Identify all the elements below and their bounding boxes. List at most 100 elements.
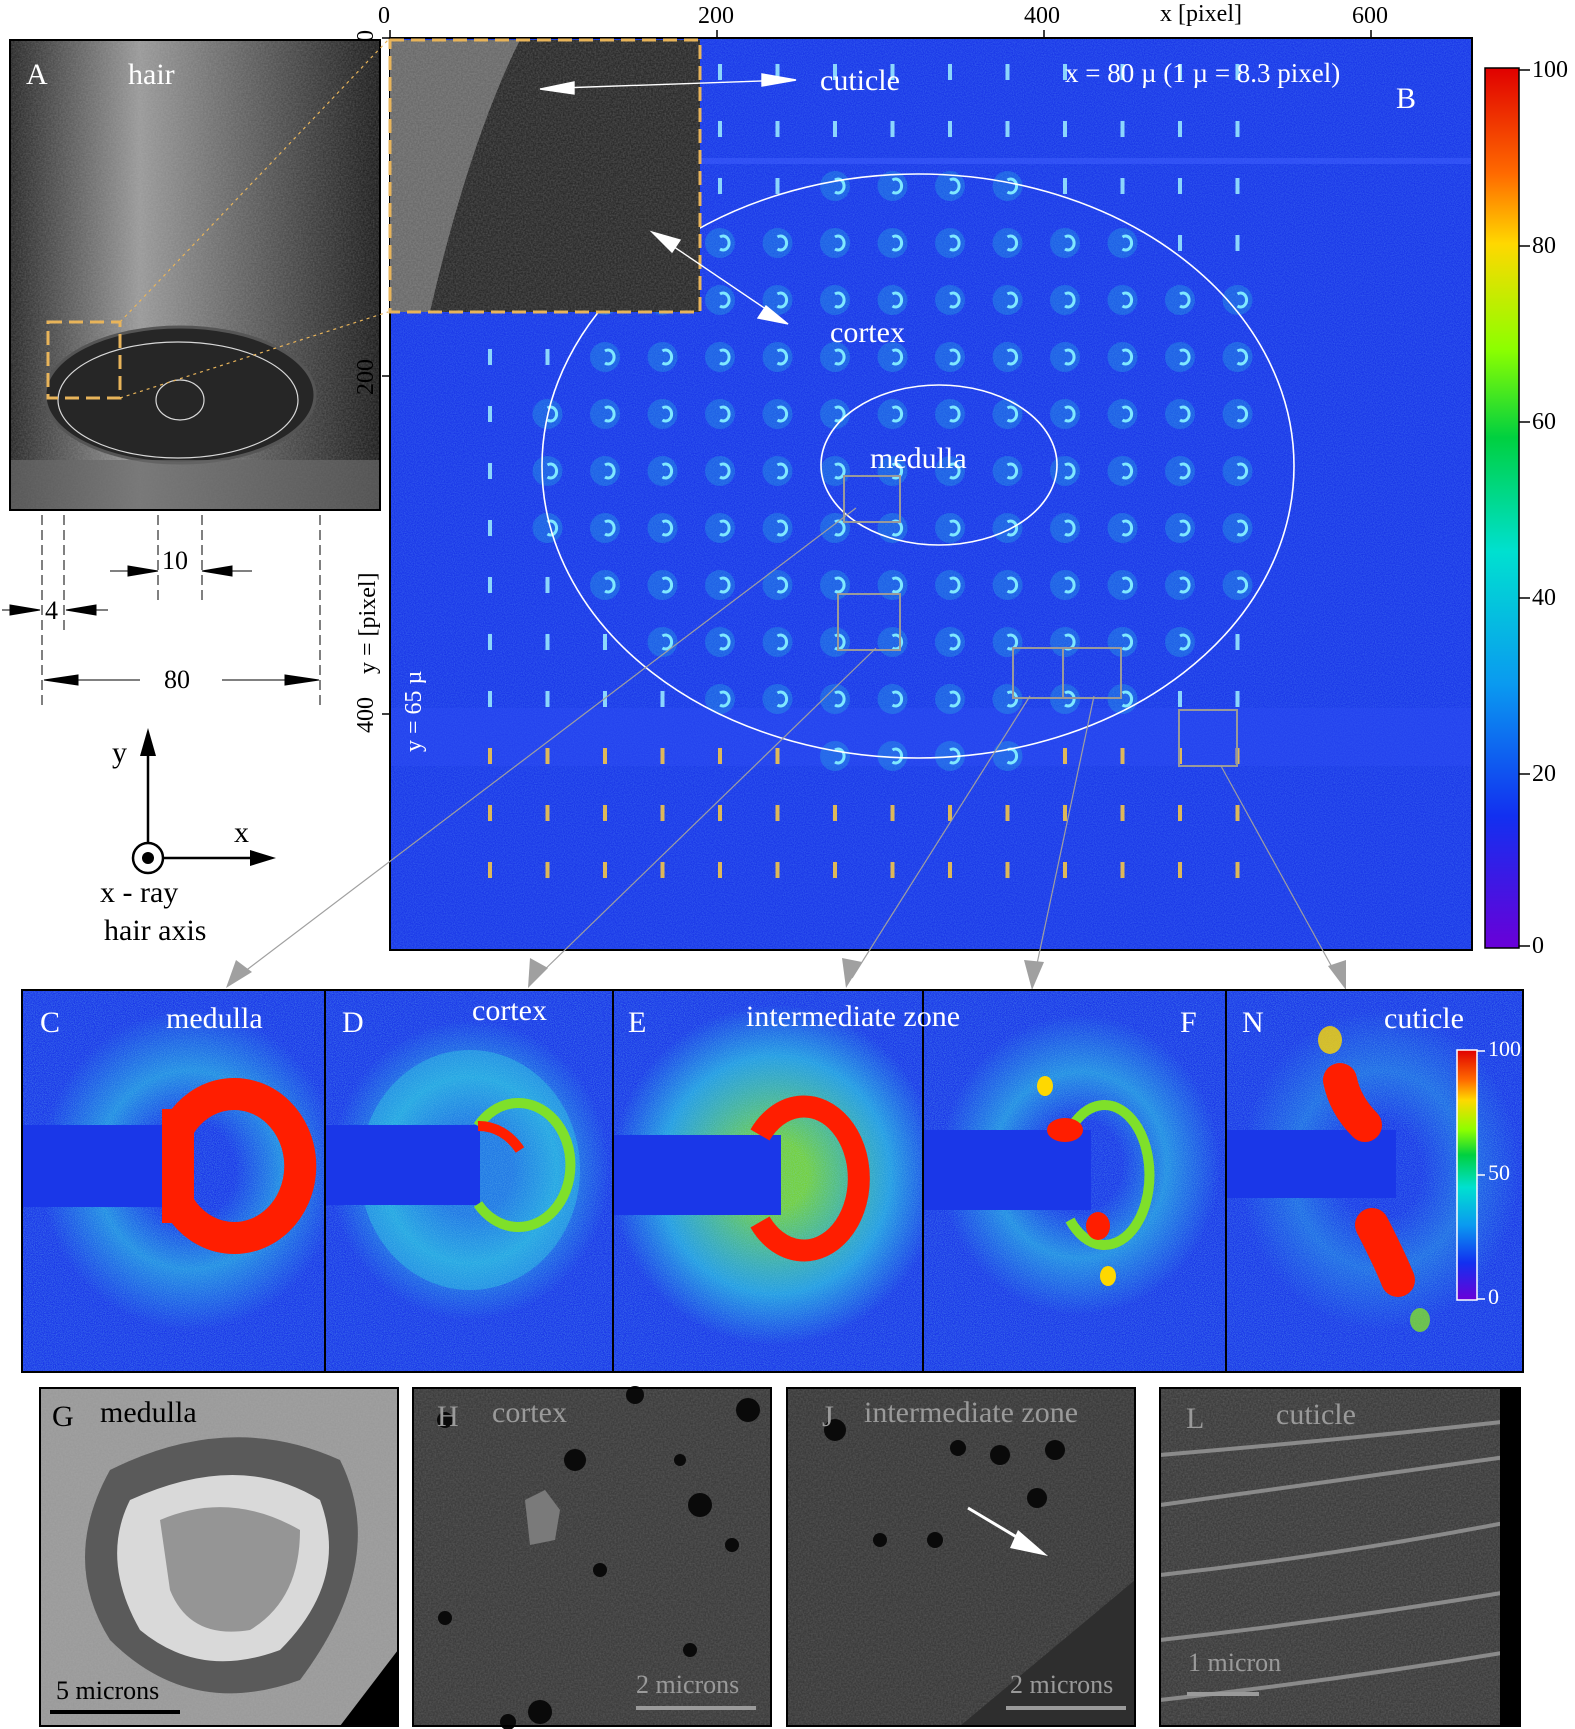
diffraction-arc bbox=[661, 405, 674, 423]
diffraction-halo bbox=[935, 627, 965, 657]
diffraction-streak bbox=[890, 805, 895, 821]
panel-n-title: cuticle bbox=[1384, 1002, 1464, 1035]
diffraction-arc bbox=[604, 519, 616, 537]
diffraction-arc bbox=[604, 405, 616, 423]
cbar-tick-60: 60 bbox=[1532, 409, 1556, 435]
diffraction-halo bbox=[992, 570, 1023, 600]
diffraction-streak bbox=[1063, 748, 1067, 764]
diffraction-streak bbox=[775, 121, 780, 137]
panel-b-arrows bbox=[539, 73, 797, 325]
label-medulla: medulla bbox=[870, 442, 967, 475]
diffraction-streak bbox=[948, 862, 952, 878]
diffraction-streak bbox=[603, 805, 607, 821]
diffraction-arc bbox=[719, 234, 731, 252]
diffraction-spot-grid bbox=[488, 64, 1253, 878]
diffraction-halo bbox=[1050, 627, 1080, 657]
diffraction-arc bbox=[661, 462, 674, 480]
diffraction-arc bbox=[604, 348, 616, 366]
diffraction-halo bbox=[590, 570, 620, 600]
panel-j-letter: J bbox=[822, 1400, 834, 1433]
diffraction-halo bbox=[877, 684, 908, 714]
diffraction-arc bbox=[834, 690, 846, 708]
cbar-tick-0: 0 bbox=[1532, 933, 1544, 959]
diffraction-halo bbox=[992, 342, 1023, 372]
diffraction-halo bbox=[820, 570, 850, 600]
diffraction-arc bbox=[776, 291, 789, 309]
diffraction-halo bbox=[1107, 399, 1138, 429]
diffraction-streak bbox=[1005, 862, 1010, 878]
small-cbar-tick-50: 50 bbox=[1488, 1160, 1510, 1185]
diffraction-halo bbox=[647, 570, 678, 600]
diffraction-arc bbox=[891, 747, 904, 765]
diffraction-arc bbox=[1064, 405, 1076, 423]
diffraction-streak bbox=[833, 64, 837, 80]
diffraction-arc bbox=[1121, 633, 1134, 651]
diffraction-halo bbox=[1107, 342, 1138, 372]
diffraction-arc bbox=[949, 519, 961, 537]
x-tick-400: 400 bbox=[1024, 3, 1060, 29]
dim-shell-label: 4 bbox=[45, 596, 58, 625]
diffraction-streak bbox=[1178, 121, 1182, 137]
diffraction-arc bbox=[1179, 405, 1191, 423]
dim-inner-label: 10 bbox=[162, 546, 188, 575]
diffraction-halo bbox=[820, 741, 850, 771]
diffraction-arc bbox=[834, 234, 846, 252]
diffraction-arc bbox=[891, 291, 904, 309]
diffraction-streak bbox=[718, 862, 722, 878]
diffraction-streak bbox=[833, 121, 837, 137]
diffraction-halo bbox=[1107, 513, 1138, 543]
diffraction-arc bbox=[834, 747, 846, 765]
diffraction-arc bbox=[1121, 348, 1134, 366]
diffraction-arc bbox=[891, 690, 904, 708]
diffraction-halo bbox=[1050, 342, 1080, 372]
diffraction-halo bbox=[1165, 513, 1195, 543]
panel-f-letter: F bbox=[1180, 1006, 1197, 1039]
diffraction-streak bbox=[1178, 235, 1182, 251]
diffraction-arc bbox=[719, 633, 731, 651]
diffraction-arc bbox=[719, 462, 731, 480]
diffraction-halo bbox=[992, 627, 1023, 657]
panel-j-title: intermediate zone bbox=[864, 1396, 1079, 1429]
diffraction-streak bbox=[718, 178, 722, 194]
diffraction-streak bbox=[488, 577, 492, 593]
panel-c-title: medulla bbox=[166, 1002, 263, 1035]
diffraction-halo bbox=[1222, 456, 1253, 486]
panel-a-letter: A bbox=[26, 58, 48, 91]
diffraction-halo bbox=[1165, 570, 1195, 600]
diffraction-halo bbox=[877, 741, 908, 771]
diffraction-halo bbox=[762, 513, 793, 543]
diffraction-halo bbox=[705, 228, 735, 258]
diffraction-streak bbox=[488, 691, 492, 707]
diffraction-streak bbox=[1235, 691, 1240, 707]
diffraction-streak bbox=[890, 64, 895, 80]
coordinate-axes bbox=[131, 728, 276, 875]
zoom-connectors bbox=[235, 507, 1339, 979]
diffraction-arc bbox=[834, 405, 846, 423]
diffraction-arc bbox=[891, 348, 904, 366]
diffraction-streak bbox=[660, 691, 665, 707]
diffraction-streak bbox=[718, 64, 722, 80]
diffraction-streak bbox=[1178, 862, 1182, 878]
y-tick-400: 400 bbox=[353, 697, 379, 733]
panel-c-letter: C bbox=[40, 1006, 61, 1039]
diffraction-streak bbox=[775, 178, 780, 194]
diffraction-halo bbox=[935, 399, 965, 429]
diffraction-streak bbox=[1005, 805, 1010, 821]
diffraction-halo bbox=[935, 456, 965, 486]
diffraction-streak bbox=[545, 805, 550, 821]
diffraction-arc bbox=[891, 633, 904, 651]
diffraction-arc bbox=[776, 348, 789, 366]
diffraction-halo bbox=[762, 399, 793, 429]
panel-l-title: cuticle bbox=[1276, 1398, 1356, 1431]
panel-a-dimensions bbox=[2, 515, 321, 705]
diffraction-streak bbox=[545, 691, 550, 707]
diffraction-arc bbox=[834, 348, 846, 366]
diffraction-halo bbox=[1050, 513, 1080, 543]
diffraction-arc bbox=[546, 462, 559, 480]
diffraction-halo bbox=[992, 228, 1023, 258]
diffraction-arc bbox=[1179, 348, 1191, 366]
cbar-tick-80: 80 bbox=[1532, 233, 1556, 259]
diffraction-arc bbox=[1236, 576, 1249, 594]
diffraction-halo bbox=[762, 228, 793, 258]
